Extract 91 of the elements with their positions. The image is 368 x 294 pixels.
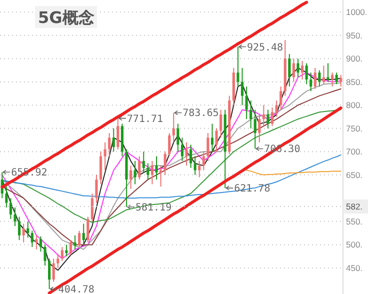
candlestick <box>78 230 81 248</box>
candlestick <box>9 198 12 220</box>
candlestick <box>150 160 154 185</box>
annotation: 404.78 <box>58 284 94 294</box>
candlestick <box>74 234 76 250</box>
y-tick-label: 700. <box>346 146 363 157</box>
candlestick <box>300 60 304 80</box>
text: 5G概念 <box>38 8 94 27</box>
annotation: 581.19 <box>135 202 172 214</box>
candlestick <box>30 230 34 248</box>
y-tick-label: 550. <box>346 216 363 226</box>
y-tick-label: 500. <box>346 240 363 250</box>
candlestick <box>90 193 94 222</box>
candlestick <box>146 162 150 180</box>
candlestick <box>22 223 25 243</box>
y-tick-label: 850. <box>346 76 363 87</box>
candlestick <box>26 220 30 238</box>
candlestick <box>69 240 72 256</box>
y-tick-label: 950. <box>346 30 363 40</box>
annotation: 771.71 <box>126 114 164 125</box>
candlestick <box>210 123 214 152</box>
candlestick <box>95 174 98 204</box>
y-tick-label: 650. <box>346 170 363 180</box>
candlestick <box>330 72 334 88</box>
candlestick <box>245 86 248 120</box>
candlestick <box>164 151 166 176</box>
candlestick <box>250 100 252 129</box>
candlestick <box>262 104 265 127</box>
candlestick <box>180 137 184 162</box>
candlestick <box>266 109 270 129</box>
candlestick <box>185 142 188 166</box>
candlestick <box>318 70 321 88</box>
candlestick <box>292 58 295 82</box>
candlestick <box>129 165 132 190</box>
line-series <box>2 154 342 199</box>
candlestick <box>56 253 60 268</box>
candlestick <box>112 128 115 152</box>
candlestick <box>35 234 38 250</box>
candlestick <box>99 151 102 185</box>
candlestick <box>52 258 55 282</box>
y-tick-label: 800. <box>346 100 363 110</box>
candlestick <box>240 67 244 106</box>
candlestick <box>138 156 141 180</box>
candlestick <box>340 74 342 88</box>
candlestick <box>18 216 21 241</box>
candlestick <box>254 109 256 150</box>
candlestick <box>280 86 282 110</box>
candlestick <box>190 144 192 168</box>
candlestick <box>275 100 278 118</box>
candlestick <box>116 118 120 150</box>
candlestick <box>14 206 16 227</box>
candlestick <box>270 106 274 127</box>
candlestick <box>220 109 222 138</box>
candlestick <box>215 128 218 152</box>
candlestick <box>5 186 8 208</box>
annotation: 925.48 <box>246 42 284 54</box>
candlestick <box>104 142 106 171</box>
candlestick <box>108 132 111 157</box>
candlestick <box>172 112 175 143</box>
candlestick <box>86 216 90 243</box>
candlestick <box>314 67 316 90</box>
y-tick-label: 750. <box>346 123 363 134</box>
annotation: 783.65 <box>182 108 219 120</box>
candlestick <box>44 244 46 266</box>
candlestick <box>326 62 330 82</box>
ref-line-label: 582. <box>346 202 363 212</box>
candlestick <box>310 72 312 92</box>
candlestick <box>48 258 51 290</box>
candlestick <box>296 58 300 78</box>
y-tick-label: 1000. <box>346 7 368 18</box>
candlestick <box>176 123 180 152</box>
candlestick <box>288 53 291 88</box>
candlestick <box>236 46 240 88</box>
candlestick <box>60 246 64 262</box>
candlestick <box>134 160 136 185</box>
candlestick <box>155 156 158 180</box>
candlestick <box>168 132 171 157</box>
candlestick <box>39 236 42 252</box>
candlestick <box>82 223 85 246</box>
candlestick <box>202 151 205 171</box>
candlestick <box>206 132 210 162</box>
line-series <box>48 106 342 294</box>
y-tick-label: 450. <box>346 262 363 273</box>
candlestick <box>258 114 261 143</box>
candlestick <box>194 156 196 176</box>
candlestick <box>335 72 338 85</box>
candlestick <box>198 160 201 178</box>
y-tick-label: 900. <box>346 54 363 64</box>
candlestick <box>142 151 145 174</box>
candlestick <box>305 62 308 85</box>
candlestick <box>322 65 325 85</box>
